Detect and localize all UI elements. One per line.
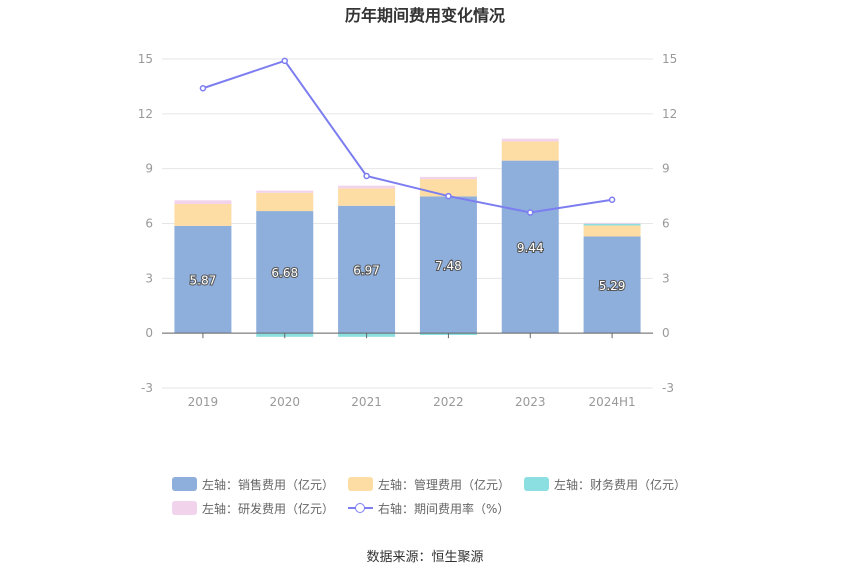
bar-segment xyxy=(338,188,396,206)
bar-segment xyxy=(256,190,314,193)
y-right-tick-label: 3 xyxy=(662,271,670,285)
legend-label-rnd: 左轴：研发费用（亿元） xyxy=(202,501,335,516)
data-label: 6.97 xyxy=(353,263,380,277)
bar-segment xyxy=(174,225,232,334)
x-tick-label: 2019 xyxy=(188,395,219,409)
legend-label-finance: 左轴：财务费用（亿元） xyxy=(554,477,687,492)
y-right-tick-label: -3 xyxy=(662,381,674,395)
bar-segment xyxy=(583,222,641,224)
bar-segment xyxy=(501,160,559,334)
bar-segment xyxy=(583,236,641,334)
legend-swatch-rnd xyxy=(172,501,197,515)
line-point xyxy=(281,57,288,65)
line-point xyxy=(445,192,452,200)
line-point xyxy=(199,84,207,92)
x-tick-label: 2024H1 xyxy=(588,395,635,409)
data-label: 9.44 xyxy=(517,241,544,255)
x-tick-label: 2021 xyxy=(351,395,382,409)
y-left-tick-label: 15 xyxy=(138,52,153,66)
legend-swatch-finance xyxy=(524,477,550,491)
bar-segment xyxy=(174,200,232,204)
y-left-tick-label: 3 xyxy=(145,271,153,285)
legend-label-sales: 左轴：销售费用（亿元） xyxy=(202,477,335,492)
bar-segment xyxy=(501,138,559,142)
data-label: 5.29 xyxy=(599,279,626,293)
y-left-tick-label: 12 xyxy=(138,107,153,121)
y-left-tick-label: 6 xyxy=(145,217,153,231)
legend-item-sales[interactable]: 左轴：销售费用（亿元） xyxy=(172,476,334,493)
legend-swatch-sales xyxy=(172,477,197,491)
data-label: 6.68 xyxy=(271,266,298,280)
y-right-tick-label: 9 xyxy=(662,162,670,176)
legend-item-expense-ratio[interactable]: 右轴：期间费用率（%） xyxy=(348,500,509,517)
bar-segment xyxy=(256,192,314,212)
bar-segment xyxy=(501,141,559,161)
x-tick-label: 2020 xyxy=(269,395,300,409)
y-left-tick-label: 0 xyxy=(145,326,153,340)
y-right-tick-label: 15 xyxy=(662,52,677,66)
data-label: 5.87 xyxy=(190,274,217,288)
series-line xyxy=(202,59,613,214)
bar-segment xyxy=(583,225,641,237)
source-note: 数据来源：恒生聚源 xyxy=(366,550,484,565)
legend-swatch-admin xyxy=(348,477,374,491)
line-point xyxy=(527,209,534,216)
x-tick-label: 2023 xyxy=(515,395,546,409)
legend-label-expense-ratio: 右轴：期间费用率（%） xyxy=(378,501,510,516)
legend-item-finance[interactable]: 左轴：财务费用（亿元） xyxy=(524,476,686,493)
legend-swatch-expense-ratio xyxy=(348,501,374,515)
bar-segment xyxy=(256,211,314,334)
y-left-tick-label: 9 xyxy=(145,162,153,176)
chart-legend: 左轴：销售费用（亿元） 左轴：管理费用（亿元） 左轴：财务费用（亿元） 左轴：研… xyxy=(172,472,732,520)
line-point xyxy=(363,172,370,180)
chart-title: 历年期间费用变化情况 xyxy=(344,6,505,25)
x-tick-label: 2022 xyxy=(433,395,464,409)
legend-label-admin: 左轴：管理费用（亿元） xyxy=(378,477,511,492)
line-point xyxy=(608,196,616,203)
bar-segment xyxy=(419,176,477,180)
bar-segment xyxy=(174,203,232,226)
legend-item-rnd[interactable]: 左轴：研发费用（亿元） xyxy=(172,500,334,517)
y-left-tick-label: -3 xyxy=(141,381,153,395)
bar-segment xyxy=(338,205,396,334)
legend-item-admin[interactable]: 左轴：管理费用（亿元） xyxy=(348,476,510,493)
y-right-tick-label: 12 xyxy=(662,107,677,121)
data-label: 7.48 xyxy=(435,259,462,273)
bar-segment xyxy=(419,196,477,334)
y-right-tick-label: 6 xyxy=(662,217,670,231)
y-right-tick-label: 0 xyxy=(662,326,670,340)
bar-segment xyxy=(583,223,641,226)
bar-segment xyxy=(338,185,396,189)
